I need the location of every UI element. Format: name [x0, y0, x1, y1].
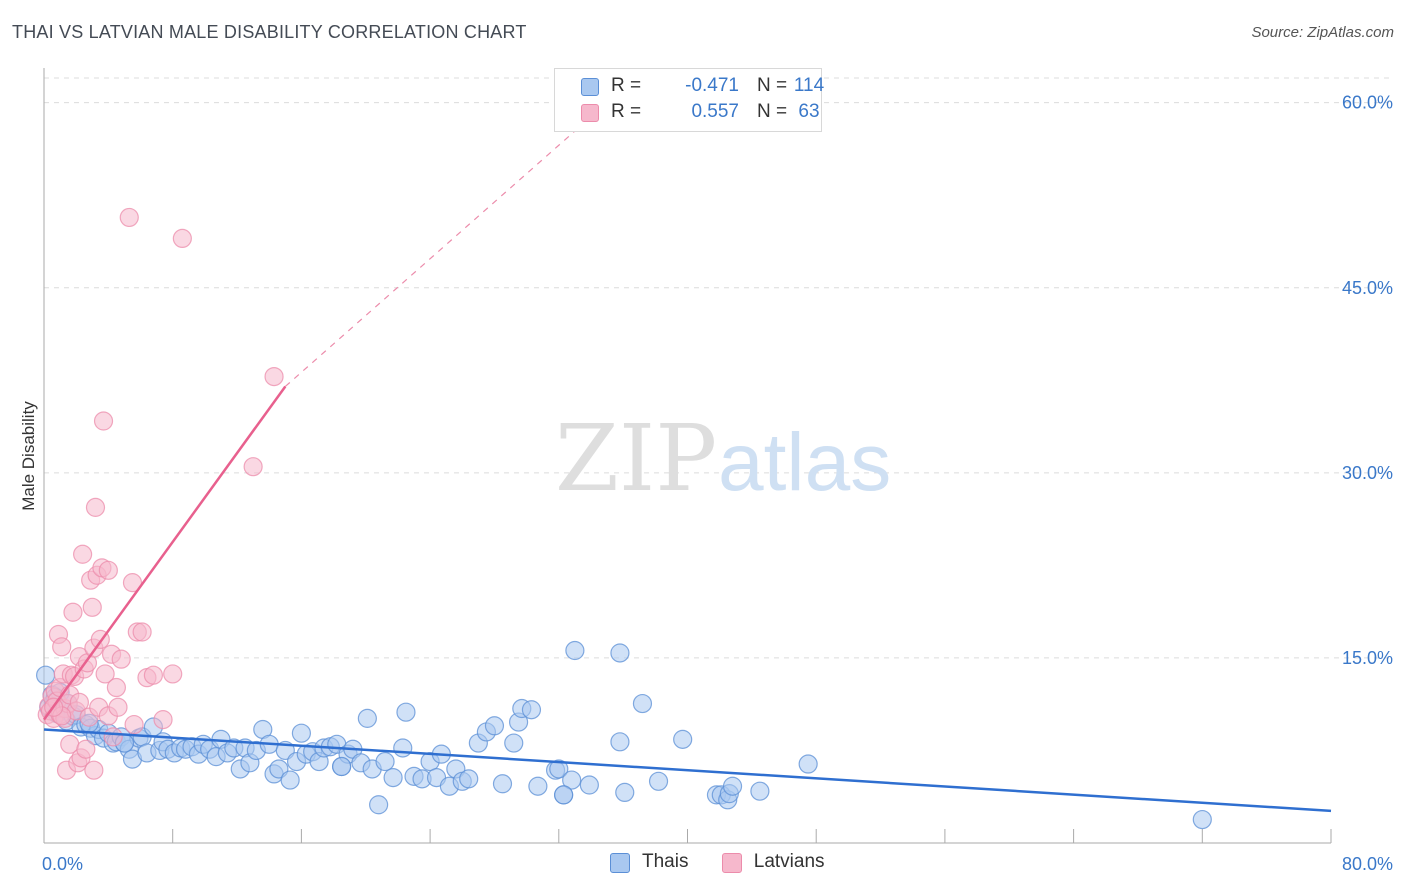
- thais-point: [673, 729, 693, 749]
- latvians-point: [111, 649, 131, 669]
- latvians-swatch: [721, 853, 742, 873]
- latvians-point: [76, 739, 96, 759]
- stats-legend: R = -0.471 N = 114 R = 0.557 N = 63: [554, 68, 824, 132]
- n-label: N =: [757, 101, 788, 122]
- thais-point: [484, 716, 505, 736]
- y-tick-label: 60.0%: [1342, 93, 1393, 113]
- r-label: R =: [611, 75, 642, 96]
- thais-point: [332, 756, 352, 777]
- thais-point: [610, 643, 630, 663]
- latvians-point: [153, 710, 173, 730]
- latvians-point: [119, 207, 139, 228]
- latvians-point: [85, 497, 106, 517]
- x-tick-label: 0.0%: [42, 854, 83, 874]
- latvians-point: [84, 760, 104, 780]
- thais-point: [375, 751, 395, 772]
- thais-swatch: [610, 853, 630, 873]
- r-value: -0.471: [685, 75, 739, 96]
- watermark-atlas: atlas: [718, 417, 891, 508]
- tick-layer: 15.0% 30.0% 45.0% 60.0% 0.0% 80.0%: [42, 93, 1393, 874]
- thais-points: [36, 640, 1212, 830]
- thais-point: [610, 732, 630, 752]
- legend-label: Thais: [642, 851, 689, 872]
- thais-point: [615, 782, 635, 803]
- latvians-point: [143, 665, 163, 685]
- thais-point: [492, 774, 513, 794]
- thais-point: [393, 738, 413, 758]
- latvians-point: [172, 228, 192, 249]
- grid-layer: [44, 77, 1394, 659]
- thais-point: [549, 759, 569, 779]
- latvians-point: [63, 602, 83, 622]
- y-tick-label: 45.0%: [1342, 278, 1393, 298]
- latvians-point: [122, 573, 143, 593]
- watermark: ZIP atlas: [555, 405, 891, 512]
- latvians-point: [132, 622, 152, 642]
- thais-point: [554, 785, 574, 805]
- chart-title: THAI VS LATVIAN MALE DISABILITY CORRELAT…: [12, 22, 527, 42]
- y-tick-label: 30.0%: [1342, 463, 1393, 483]
- chart-source: Source: ZipAtlas.com: [1251, 24, 1394, 41]
- latvians-point: [52, 637, 72, 657]
- thais-point: [565, 640, 585, 661]
- latvians-points: [37, 207, 284, 780]
- thais-point: [280, 770, 300, 790]
- r-value: 0.557: [691, 101, 739, 122]
- y-tick-label: 15.0%: [1342, 648, 1393, 668]
- thais-point: [798, 754, 818, 774]
- series-legend: Thais Latvians: [610, 851, 853, 877]
- latvians-point: [264, 366, 284, 387]
- thais-point: [750, 781, 770, 801]
- latvians-point: [73, 544, 93, 564]
- latvians-point: [69, 692, 89, 712]
- thais-swatch: [581, 78, 599, 96]
- latvians-point: [163, 664, 183, 684]
- thais-point: [357, 708, 377, 728]
- n-label: N =: [757, 75, 788, 96]
- thais-point: [504, 733, 524, 753]
- latvians-point: [103, 727, 123, 747]
- latvians-swatch: [581, 104, 599, 122]
- n-value: 63: [798, 101, 820, 122]
- x-tick-label: 80.0%: [1342, 854, 1393, 874]
- latvians-trendline-extension: [284, 102, 608, 387]
- legend-label: Latvians: [753, 851, 825, 872]
- thais-point: [722, 776, 743, 796]
- thais-point: [369, 795, 389, 815]
- thais-point: [1192, 809, 1212, 830]
- watermark-zip: ZIP: [555, 405, 717, 512]
- latvians-trendline: [42, 385, 287, 721]
- latvians-point: [243, 457, 263, 477]
- latvians-point: [124, 714, 144, 735]
- thais-trendline: [43, 728, 1332, 813]
- thais-point: [562, 770, 582, 790]
- legend-item-latvians[interactable]: Latvians: [721, 851, 825, 873]
- thais-point: [528, 776, 548, 796]
- latvians-point: [106, 677, 126, 698]
- thais-point: [291, 723, 311, 743]
- thais-point: [521, 700, 542, 720]
- legend-item-thais[interactable]: Thais: [610, 851, 688, 873]
- thais-point: [396, 702, 416, 722]
- thais-point: [383, 768, 403, 788]
- latvians-point: [95, 664, 115, 684]
- n-value: 114: [793, 75, 825, 96]
- thais-point: [579, 775, 599, 795]
- latvians-point: [108, 697, 128, 717]
- thais-point: [632, 693, 653, 714]
- r-label: R =: [611, 101, 642, 122]
- thais-point: [36, 665, 56, 685]
- latvians-point: [98, 560, 118, 580]
- y-axis-label: Male Disability: [19, 401, 38, 511]
- latvians-point: [93, 411, 114, 431]
- trend-layer: [42, 102, 1332, 813]
- latvians-point: [82, 597, 102, 617]
- thais-point: [459, 769, 479, 789]
- points-layer: [36, 207, 1212, 830]
- thais-point: [648, 771, 669, 791]
